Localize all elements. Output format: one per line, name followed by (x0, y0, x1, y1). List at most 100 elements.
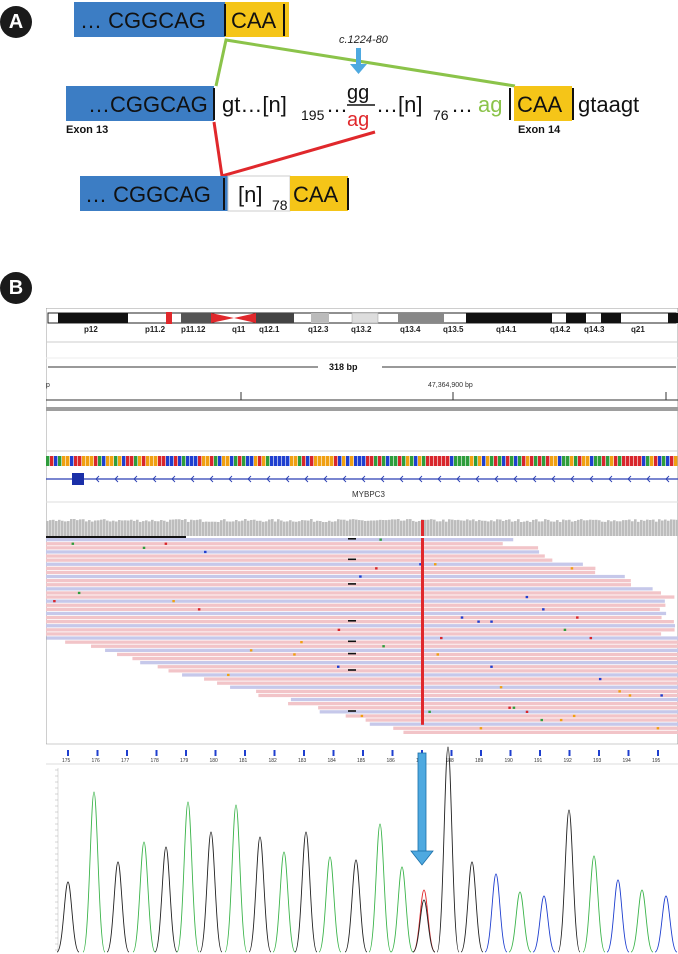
read-mismatch (559, 718, 563, 722)
read (403, 730, 678, 734)
coverage-track (46, 519, 678, 536)
reference-base (634, 456, 638, 466)
reference-base (306, 456, 310, 466)
read-mismatch (428, 710, 431, 713)
coverage-bar (664, 519, 667, 536)
read (182, 673, 678, 677)
trace-peak (154, 846, 178, 953)
chromatogram-arrow-shaft (417, 752, 427, 854)
read (105, 648, 678, 652)
reference-base (462, 456, 466, 466)
coverage-bar (178, 519, 181, 536)
coverage-bar (280, 520, 283, 536)
band-label: q13.5 (443, 325, 464, 334)
read (46, 583, 631, 587)
base-position-number: 186 (387, 758, 396, 764)
read (46, 574, 625, 579)
coverage-bar (385, 520, 388, 536)
read-mismatch (490, 620, 493, 623)
coverage-bar (640, 519, 643, 536)
coverage-bar (493, 521, 496, 536)
coverage-bar (400, 520, 403, 536)
coverage-bar (214, 521, 217, 536)
read-mismatch (300, 641, 303, 644)
read (393, 726, 678, 730)
reference-base (542, 456, 546, 466)
top-exon14-box (225, 2, 289, 37)
coverage-bar (232, 521, 235, 536)
coverage-bar (271, 519, 274, 536)
read-mismatch (563, 628, 567, 631)
reference-base (618, 456, 622, 466)
read (46, 620, 674, 624)
coverage-bar (610, 521, 613, 536)
reference-base (106, 456, 110, 466)
coverage-bar (244, 519, 247, 536)
coverage-bar (586, 520, 589, 536)
base-position-number: 191 (534, 758, 543, 764)
reference-base (90, 456, 94, 466)
coverage-bar (580, 519, 583, 536)
read-alignments (46, 538, 678, 734)
trace-peak (224, 804, 248, 953)
coverage-bar (118, 520, 121, 536)
read-mismatch (419, 563, 422, 566)
reference-base (638, 456, 642, 466)
base-call-tick (480, 750, 482, 756)
gene-name-label: MYBPC3 (352, 490, 385, 499)
reference-base (230, 456, 234, 466)
panel-a-label: A (0, 6, 32, 38)
chevron-icon (608, 475, 613, 483)
coverage-bar (202, 521, 205, 536)
coverage-bar (592, 519, 595, 536)
reference-base (398, 456, 402, 466)
reference-base (254, 456, 258, 466)
chevron-icon (570, 475, 575, 483)
reference-base (62, 456, 66, 466)
read-mismatch (337, 628, 341, 631)
reference-base (562, 456, 566, 466)
chevron-icon (475, 475, 480, 483)
coverage-bar (52, 519, 55, 536)
coverage-bar (529, 521, 532, 536)
reference-base (386, 456, 390, 466)
read (117, 652, 678, 657)
coverage-bar (172, 519, 175, 536)
reference-base (218, 456, 222, 466)
base-position-number: 180 (210, 758, 219, 764)
read (46, 611, 667, 616)
reference-base (458, 456, 462, 466)
reference-base (410, 456, 414, 466)
reference-base (506, 456, 510, 466)
canonical-splice-line (214, 38, 516, 88)
coverage-bar (112, 520, 115, 536)
reference-base (430, 456, 434, 466)
coverage-bar (277, 519, 280, 536)
reference-base (666, 456, 670, 466)
read (46, 554, 545, 558)
read-mismatch (172, 600, 175, 603)
mid-exon14-text: CAA (517, 92, 563, 117)
gene-exon-block (72, 473, 84, 485)
reference-base (586, 456, 590, 466)
base-call-tick (126, 750, 128, 756)
coverage-bar (598, 520, 601, 536)
trace-peak (272, 851, 296, 953)
read (65, 640, 678, 644)
base-position-number: 177 (121, 758, 130, 764)
coverage-bar (628, 519, 631, 536)
exon14-label: Exon 14 (518, 124, 561, 136)
reference-base (550, 456, 554, 466)
reference-base (242, 456, 246, 466)
reference-base (338, 456, 342, 466)
coverage-bar (274, 521, 277, 536)
coverage-bar (442, 519, 445, 536)
reference-base (538, 456, 542, 466)
read-mismatch (379, 538, 382, 541)
chevron-icon (114, 475, 119, 483)
coverage-bar (346, 520, 349, 536)
reference-base (534, 456, 538, 466)
band-label: p11.2 (145, 325, 166, 334)
reference-base (362, 456, 366, 466)
read-mismatch (576, 616, 579, 619)
